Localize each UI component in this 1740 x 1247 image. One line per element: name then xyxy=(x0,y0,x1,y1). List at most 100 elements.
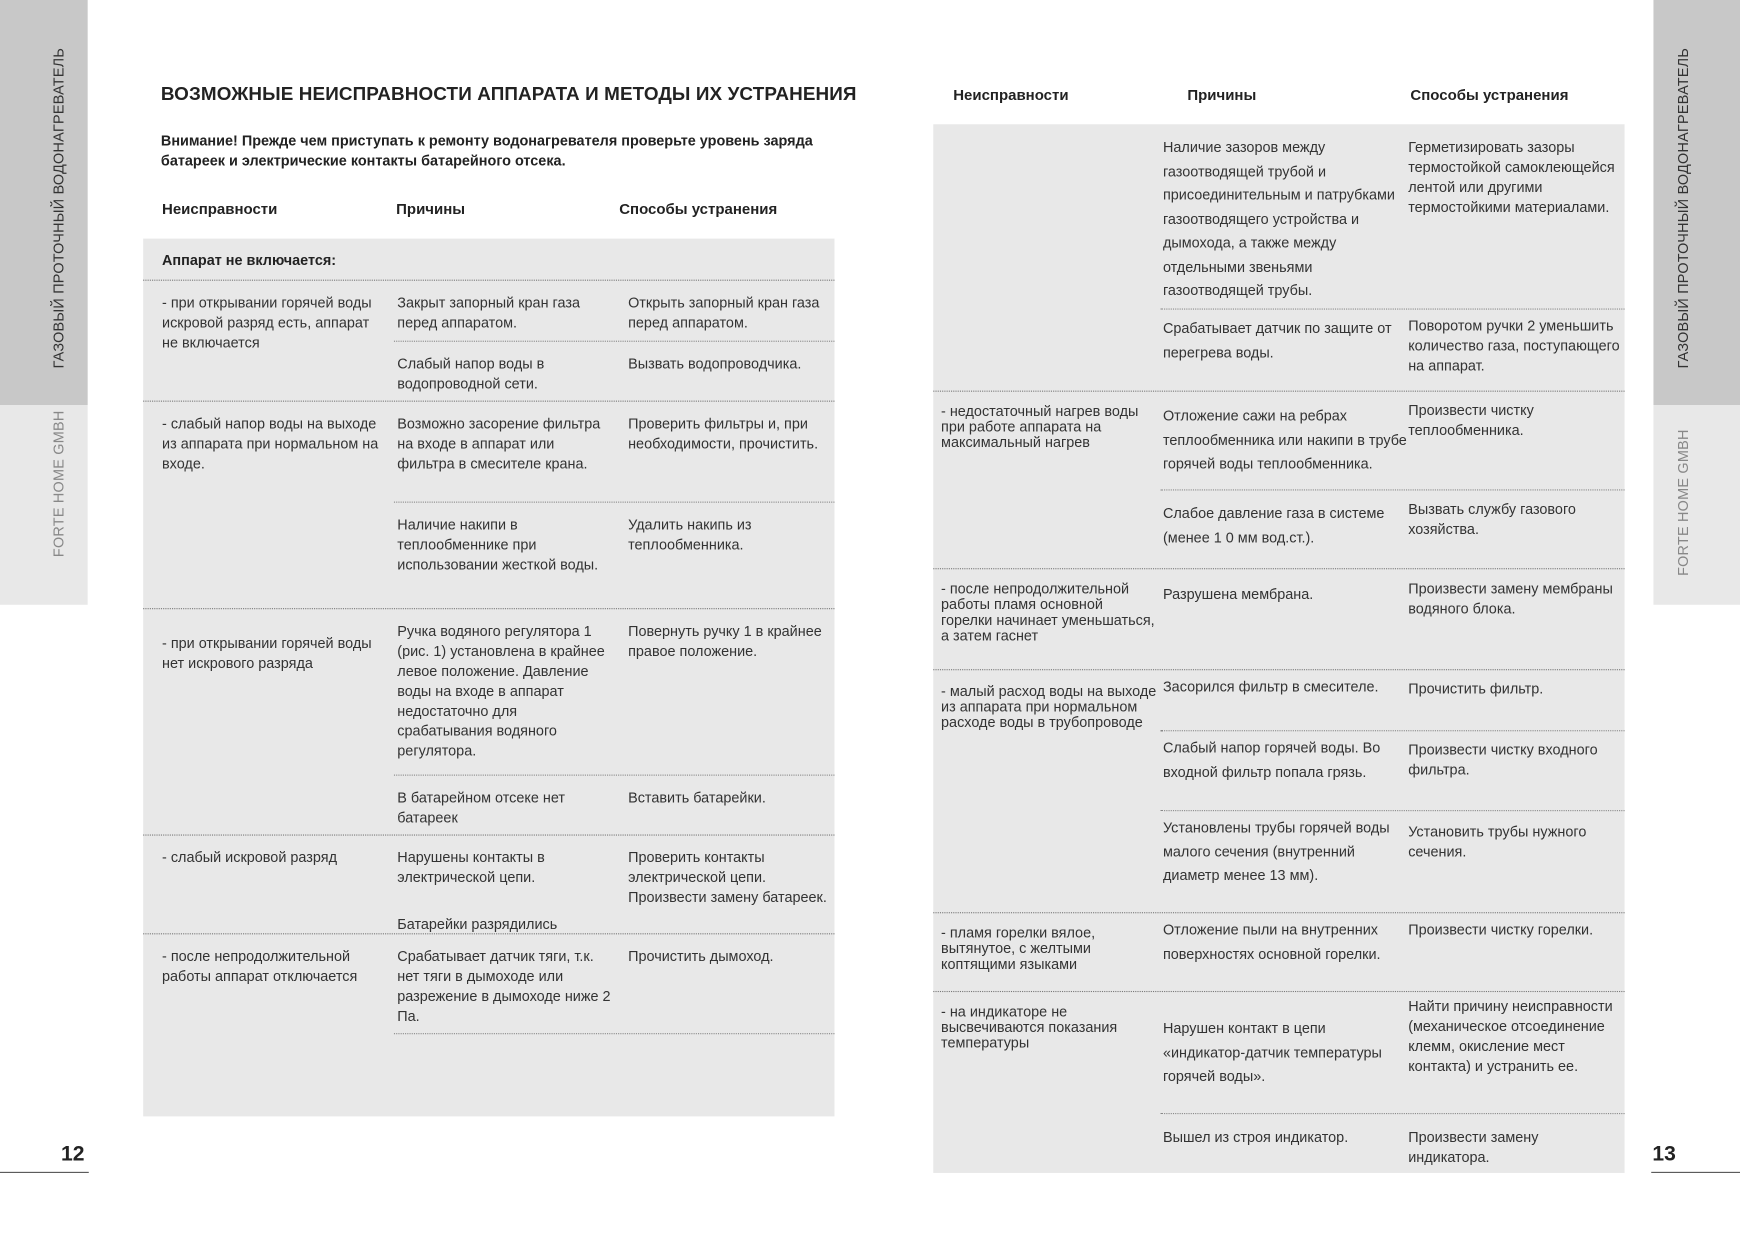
remedy-text: Удалить накипь из теплообменника. xyxy=(628,516,752,553)
remedy-text: Произвести замену мембраны водяного блок… xyxy=(1408,580,1613,617)
cause-text: В батарейном отсеке нет батареек xyxy=(397,788,566,826)
cause-text: Срабатывает датчик по защите от перегрев… xyxy=(1162,319,1392,361)
fault-text: - при открывании горячей воды искровой р… xyxy=(162,294,372,351)
table-row: - слабый искровой разряд Нарушены контакт… xyxy=(143,834,835,934)
troubleshooting-table: Аппарат не включается: - при открывании … xyxy=(143,238,835,1117)
cause-text: Вышел из строя индикатор. xyxy=(1162,1128,1349,1146)
fault-text: - после непродолжительной работы аппарат… xyxy=(162,947,358,985)
cause-text: Нарушен контакт в цепи «индикатор-датчик… xyxy=(1162,1019,1382,1085)
table-subrow: Отложение пыли на внутренних поверхностя… xyxy=(1161,913,1625,992)
remedy-text: Вставить батарейки. xyxy=(628,788,766,806)
table-subrow: Нарушен контакт в цепи «индикатор-датчик… xyxy=(1161,992,1625,1113)
table-subrow: Срабатывает датчик по защите от перегрев… xyxy=(1160,308,1625,391)
fault-text: - малый расход воды на выходе из аппарат… xyxy=(941,682,1157,731)
divider xyxy=(1651,1171,1740,1173)
table-subrow: Слабое давление газа в системе (менее 1 … xyxy=(1160,489,1625,570)
cause-text: Засорился фильтр в смесителе. xyxy=(1162,678,1379,695)
table-subrow: Закрыт запорный кран газа перед аппарато… xyxy=(394,281,835,341)
fault-text: - слабый напор воды на выходе из аппарат… xyxy=(162,415,379,472)
header-remedies: Способы устранения xyxy=(619,200,778,218)
table-row: - слабый напор воды на выходе из аппарат… xyxy=(143,400,835,611)
remedy-text: Повернуть ручку 1 в крайнее правое полож… xyxy=(628,622,822,660)
table-subrow: Батарейки разрядились Произвести замену б… xyxy=(394,884,835,934)
remedy-text: Проверить контакты электрической цепи. xyxy=(628,848,767,886)
fault-text: - слабый искровой разряд xyxy=(162,848,338,866)
table-row: Наличие зазоров между газоотводящей труб… xyxy=(933,124,1625,391)
cause-text: Батарейки разрядились xyxy=(397,915,558,933)
remedy-text: Установить трубы нужного сечения. xyxy=(1408,823,1587,861)
table-row: - на индикаторе не высвечиваются показан… xyxy=(933,990,1625,1175)
side-strip xyxy=(1653,0,1740,406)
table-subrow: Установлены трубы горячей воды малого се… xyxy=(1160,810,1625,914)
remedy-text: Произвести чистку входного фильтра. xyxy=(1408,741,1598,778)
table-subrow: Отложение сажи на ребрах теплообменника … xyxy=(1161,392,1625,490)
remedy-text: Вызвать службу газового хозяйства. xyxy=(1408,500,1576,538)
table-subrow: Засорился фильтр в смесителе. Прочистить … xyxy=(1161,670,1625,730)
table-row: - при открывании горячей воды искровой р… xyxy=(143,279,835,403)
cause-text: Наличие накипи в теплообменнике при испо… xyxy=(397,516,599,573)
header-causes: Причины xyxy=(1187,86,1257,104)
table-row: - после непродолжительной работы аппарат… xyxy=(143,933,835,1034)
remedy-text: Произвести замену батареек. xyxy=(628,888,827,906)
table-subrow: В батарейном отсеке нет батареек Вставить… xyxy=(393,774,835,837)
cause-text: Установлены трубы горячей воды малого се… xyxy=(1162,818,1390,884)
fault-text: - после непродолжительной работы пламя о… xyxy=(941,580,1155,644)
remedy-text: Прочистить фильтр. xyxy=(1408,680,1544,697)
table-subrow: Срабатывает датчик тяги, т.к. нет тяги в… xyxy=(394,934,835,1034)
header-faults: Неисправности xyxy=(162,200,278,218)
side-title: ГАЗОВЫЙ ПРОТОЧНЫЙ ВОДОНАГРЕВАТЕЛЬ xyxy=(1674,47,1692,369)
warning-text: Внимание! Прежде чем приступать к ремонт… xyxy=(160,132,813,169)
table-subrow: Наличие зазоров между газоотводящей труб… xyxy=(1161,124,1625,308)
brand-label: FORTE HOME GMBH xyxy=(1674,429,1692,576)
table-row: - при открывании горячей воды нет искров… xyxy=(143,608,835,837)
fault-text: - при открывании горячей воды нет искров… xyxy=(162,634,372,672)
side-strip-brand xyxy=(0,405,88,605)
fault-text: - недостаточный нагрев воды при работе а… xyxy=(941,402,1139,451)
header-remedies: Способы устранения xyxy=(1410,86,1569,104)
cause-text: Возможно засорение фильтра на входе в ап… xyxy=(397,415,601,472)
cause-text: Наличие зазоров между газоотводящей труб… xyxy=(1162,138,1395,299)
cause-text: Слабый напор воды в водопроводной сети. xyxy=(397,355,545,392)
header-causes: Причины xyxy=(396,200,466,218)
table-subrow: Слабый напор горячей воды. Во входной фи… xyxy=(1160,730,1625,811)
side-strip xyxy=(0,0,88,406)
remedy-text: Произвести чистку горелки. xyxy=(1408,921,1594,938)
table-subrow: Ручка водяного регулятора 1 (рис. 1) уст… xyxy=(394,609,835,774)
table-row: - малый расход воды на выходе из аппарат… xyxy=(933,669,1625,914)
section-label: Аппарат не включается: xyxy=(162,251,337,269)
remedy-text: Герметизировать зазоры термостойкой само… xyxy=(1408,138,1615,216)
table-row: - пламя горелки вялое, вытянутое, с желт… xyxy=(933,912,1625,992)
remedy-text: Поворотом ручки 2 уменьшить количество г… xyxy=(1408,317,1620,374)
divider xyxy=(393,1033,835,1035)
troubleshooting-table: Наличие зазоров между газоотводящей труб… xyxy=(933,124,1625,1175)
page-title: ВОЗМОЖНЫЕ НЕИСПРАВНОСТИ АППАРАТА И МЕТОД… xyxy=(160,83,857,105)
brand-label: FORTE HOME GMBH xyxy=(49,410,67,558)
cause-text: Слабое давление газа в системе (менее 1 … xyxy=(1162,504,1385,546)
table-subrow: Вышел из строя индикатор. Произвести заме… xyxy=(1160,1113,1625,1175)
header-faults: Неисправности xyxy=(953,86,1069,104)
cause-text: Закрыт запорный кран газа перед аппарато… xyxy=(397,294,581,331)
table-subrow: Слабый напор воды в водопроводной сети. В… xyxy=(393,340,835,403)
table-subrow: Нарушены контакты в электрической цепи. П… xyxy=(394,836,835,886)
table-subrow: Наличие накипи в теплообменнике при испо… xyxy=(393,501,835,611)
cause-text: Отложение пыли на внутренних поверхностя… xyxy=(1162,921,1381,962)
fault-text: - на индикаторе не высвечиваются показан… xyxy=(941,1003,1118,1051)
remedy-text: Открыть запорный кран газа перед аппарат… xyxy=(628,294,820,331)
remedy-text: Проверить фильтры и, при необходимости, … xyxy=(628,415,819,452)
fault-text: - пламя горелки вялое, вытянутое, с желт… xyxy=(941,924,1096,973)
page-number: 13 xyxy=(1652,1142,1676,1167)
cause-text: Разрушена мембрана. xyxy=(1162,585,1314,603)
cause-text: Ручка водяного регулятора 1 (рис. 1) уст… xyxy=(397,622,605,760)
cause-text: Нарушены контакты в электрической цепи. xyxy=(397,848,545,886)
table-subrow: Возможно засорение фильтра на входе в ап… xyxy=(394,402,835,502)
remedy-text: Произвести чистку теплообменника. xyxy=(1408,401,1534,439)
table-row: - недостаточный нагрев воды при работе а… xyxy=(933,390,1625,570)
remedy-text: Прочистить дымоход. xyxy=(628,947,774,965)
table-subrow: Разрушена мембрана. Произвести замену мем… xyxy=(1161,569,1625,670)
divider xyxy=(0,1171,89,1173)
cause-text: Отложение сажи на ребрах теплообменника … xyxy=(1162,407,1407,472)
remedy-text: Вызвать водопроводчика. xyxy=(628,355,802,372)
remedy-text: Найти причину неисправности (механическо… xyxy=(1408,997,1613,1075)
page-number: 12 xyxy=(61,1142,85,1167)
cause-text: Слабый напор горячей воды. Во входной фи… xyxy=(1162,739,1381,780)
